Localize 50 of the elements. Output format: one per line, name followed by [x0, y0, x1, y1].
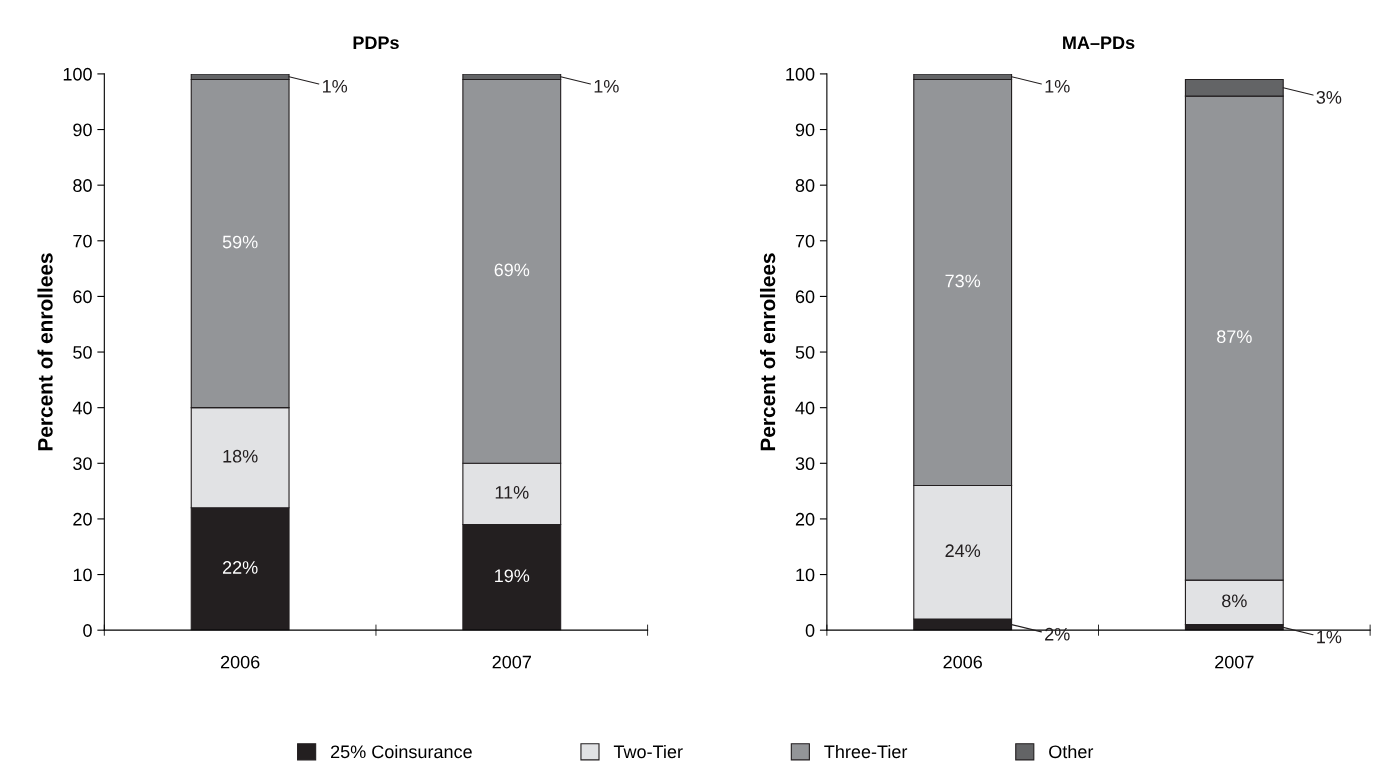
- y-tick-label: 10: [73, 568, 92, 582]
- data-label: 59%: [222, 235, 258, 249]
- data-label: 22%: [222, 561, 258, 574]
- y-tick-label: 20: [73, 512, 92, 526]
- y-tick-label: 40: [72, 401, 92, 415]
- legend-label: Other: [1049, 744, 1094, 759]
- y-tick-label: 100: [63, 67, 92, 81]
- y-axis-title: Percent of enrollees: [759, 253, 776, 451]
- x-tick-label: 2007: [1215, 655, 1254, 669]
- y-tick-label: 90: [73, 123, 92, 137]
- y-tick-label: 40: [795, 401, 815, 415]
- y-tick-label: 60: [795, 290, 815, 304]
- data-label: 1%: [1045, 79, 1070, 93]
- data-label: 69%: [494, 263, 530, 277]
- legend-label: Three-Tier: [824, 744, 908, 759]
- y-tick-label: 90: [795, 123, 815, 137]
- y-tick-label: 30: [795, 457, 815, 471]
- y-tick-label: 80: [795, 179, 815, 192]
- data-label: 11%: [495, 486, 529, 499]
- data-label: 19%: [495, 569, 530, 583]
- y-axis-title: Percent of enrollees: [37, 253, 53, 451]
- y-tick-label: 70: [73, 234, 92, 248]
- y-tick-label: 50: [795, 345, 815, 359]
- data-label: 8%: [1222, 594, 1247, 608]
- x-tick-label: 2007: [492, 655, 531, 669]
- y-tick-label: 0: [805, 624, 815, 637]
- y-tick-label: 50: [73, 345, 92, 359]
- data-label: 73%: [945, 274, 981, 288]
- y-tick-label: 10: [796, 568, 815, 582]
- legend-label: Two-Tier: [613, 744, 683, 759]
- data-label: 18%: [223, 449, 258, 463]
- data-label: 87%: [1217, 330, 1252, 343]
- y-tick-label: 100: [786, 67, 815, 81]
- data-label: 2%: [1045, 627, 1070, 641]
- x-tick-label: 2006: [220, 655, 260, 669]
- data-label: 1%: [1317, 630, 1342, 644]
- data-label: 1%: [594, 79, 619, 93]
- y-tick-label: 80: [73, 179, 92, 192]
- data-label: 1%: [323, 79, 348, 93]
- y-tick-label: 60: [73, 290, 92, 304]
- data-label: 3%: [1316, 91, 1342, 104]
- x-tick-label: 2006: [943, 655, 982, 669]
- data-label: 24%: [945, 544, 981, 558]
- chart-title: MA–PDs: [1063, 36, 1135, 50]
- y-tick-label: 70: [795, 234, 815, 248]
- y-tick-label: 30: [73, 457, 92, 471]
- y-tick-label: 20: [795, 512, 815, 526]
- legend-label: 25% Coinsurance: [331, 744, 472, 759]
- chart-title: PDPs: [353, 36, 399, 50]
- y-tick-label: 0: [83, 624, 92, 637]
